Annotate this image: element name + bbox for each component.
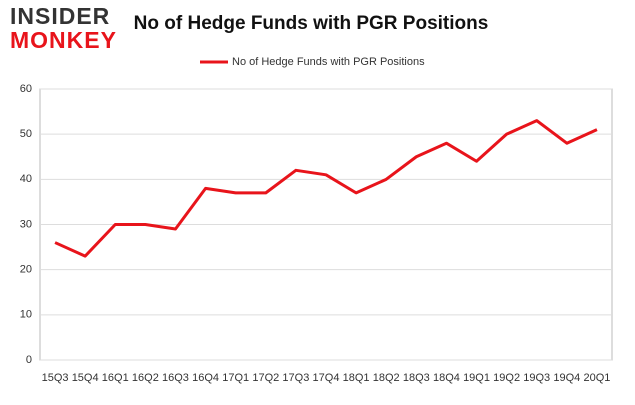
y-tick-label: 50 <box>20 128 32 140</box>
x-tick-label: 18Q3 <box>403 372 430 384</box>
y-tick-label: 40 <box>20 173 32 185</box>
x-tick-label: 19Q2 <box>493 372 520 384</box>
y-tick-label: 0 <box>26 354 32 366</box>
x-tick-label: 17Q1 <box>222 372 249 384</box>
x-tick-label: 20Q1 <box>583 372 610 384</box>
logo-line1: INSIDER <box>10 3 110 29</box>
x-tick-label: 15Q3 <box>42 372 69 384</box>
logo-line2: MONKEY <box>10 27 117 53</box>
x-tick-label: 19Q3 <box>523 372 550 384</box>
x-tick-label: 16Q2 <box>132 372 159 384</box>
chart-title: No of Hedge Funds with PGR Positions <box>134 13 489 34</box>
y-tick-label: 30 <box>20 218 32 230</box>
x-tick-label: 17Q3 <box>282 372 309 384</box>
x-tick-label: 16Q1 <box>102 372 129 384</box>
x-tick-label: 18Q1 <box>343 372 370 384</box>
data-line <box>54 119 598 258</box>
x-tick-label: 18Q4 <box>433 372 460 384</box>
x-tick-label: 17Q4 <box>313 372 340 384</box>
x-tick-label: 16Q4 <box>192 372 219 384</box>
y-tick-label: 60 <box>20 83 32 95</box>
x-tick-label: 15Q4 <box>72 372 99 384</box>
x-tick-label: 19Q4 <box>553 372 580 384</box>
x-tick-label: 18Q2 <box>373 372 400 384</box>
y-tick-label: 20 <box>20 264 32 276</box>
x-tick-label: 16Q3 <box>162 372 189 384</box>
x-tick-label: 19Q1 <box>463 372 490 384</box>
legend-label: No of Hedge Funds with PGR Positions <box>232 56 425 68</box>
y-tick-label: 10 <box>20 309 32 321</box>
x-tick-label: 17Q2 <box>252 372 279 384</box>
